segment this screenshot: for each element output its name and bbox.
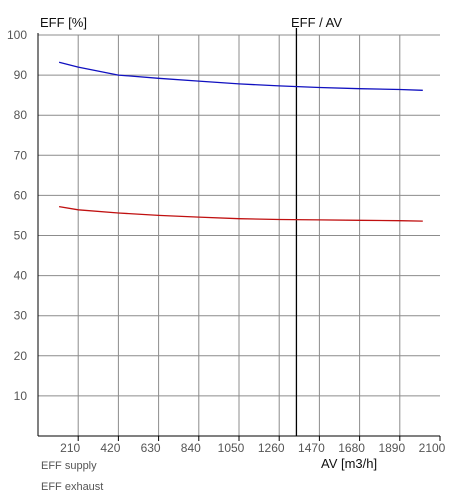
x-tick-label-2100: 2100 — [419, 441, 446, 455]
y-tick-label-50: 50 — [14, 229, 28, 243]
y-axis-title: EFF [%] — [40, 15, 87, 30]
y-tick-label-10: 10 — [14, 389, 28, 403]
x-axis-title: AV [m3/h] — [321, 456, 377, 471]
y-tick-label-70: 70 — [14, 148, 28, 162]
y-tick-label-30: 30 — [14, 309, 28, 323]
x-tick-label-1050: 1050 — [218, 441, 245, 455]
series-line-exhaust — [58, 205, 423, 222]
y-tick-label-90: 90 — [14, 68, 28, 82]
x-tick-label-840: 840 — [181, 441, 201, 455]
series-lines — [58, 61, 423, 222]
x-tick-label-630: 630 — [141, 441, 161, 455]
y-tick-label-60: 60 — [14, 188, 28, 202]
y-tick-label-100: 100 — [7, 28, 27, 42]
grid-lines — [38, 34, 440, 436]
x-tick-label-1470: 1470 — [298, 441, 325, 455]
tick-labels: 10 20 30 40 50 60 70 80 90 100 210 420 630 840 1050 126… — [7, 28, 446, 455]
x-tick-label-1680: 1680 — [338, 441, 365, 455]
x-tick-label-1890: 1890 — [378, 441, 405, 455]
axes — [37, 33, 441, 441]
x-tick-label-210: 210 — [60, 441, 80, 455]
legend-entry-exhaust: EFF exhaust — [41, 481, 103, 493]
legend-entry-supply: EFF supply — [41, 460, 97, 472]
y-tick-label-40: 40 — [14, 269, 28, 283]
series-line-supply — [58, 61, 423, 91]
marker-title: EFF / AV — [291, 15, 342, 30]
y-tick-label-80: 80 — [14, 108, 28, 122]
x-tick-label-1260: 1260 — [258, 441, 285, 455]
y-tick-label-20: 20 — [14, 349, 28, 363]
x-tick-label-420: 420 — [100, 441, 120, 455]
